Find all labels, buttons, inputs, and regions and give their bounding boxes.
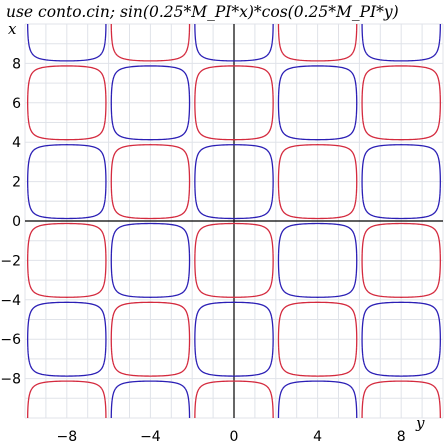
horizontal-tick-label: 8: [397, 429, 406, 445]
vertical-tick-label: −4: [0, 293, 21, 309]
horizontal-tick-label: −8: [56, 429, 77, 445]
axes: [25, 24, 443, 418]
vertical-tick-label: 4: [12, 135, 21, 151]
vertical-tick-label: −6: [0, 332, 21, 348]
horizontal-tick-label: 4: [313, 429, 322, 445]
contour-positive: [27, 24, 441, 418]
vertical-axis-label: x: [8, 20, 17, 38]
vertical-tick-label: −2: [0, 253, 21, 269]
vertical-tick-label: 0: [12, 214, 21, 230]
vertical-tick-label: 2: [12, 175, 21, 191]
horizontal-axis-label: y: [415, 414, 425, 432]
vertical-tick-label: 8: [12, 56, 21, 72]
contour-lines: [27, 24, 441, 418]
vertical-tick-label: 6: [12, 96, 21, 112]
horizontal-tick-label: 0: [230, 429, 239, 445]
vertical-tick-label: −8: [0, 372, 21, 388]
tick-labels: 8 6 4 2 0 −2 −4 −6 −8 −8 −4 0 4 8: [0, 56, 405, 445]
contour-negative: [27, 24, 441, 418]
horizontal-tick-label: −4: [140, 429, 161, 445]
chart-title: use conto.cin; sin(0.25*M_PI*x)*cos(0.25…: [6, 3, 399, 21]
